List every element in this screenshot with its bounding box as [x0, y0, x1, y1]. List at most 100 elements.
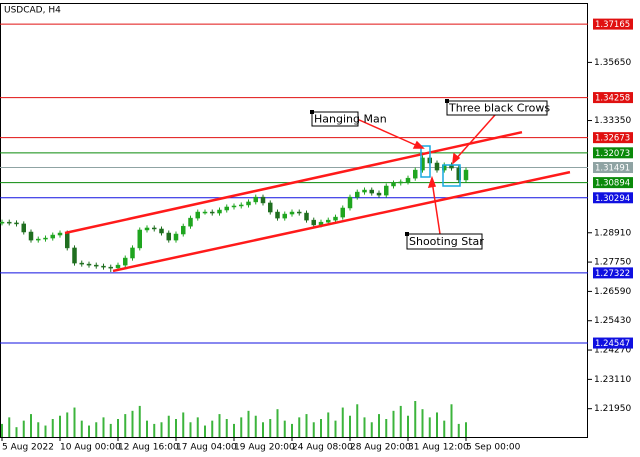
- volume-bar: [218, 414, 221, 437]
- volume-bar: [167, 415, 170, 437]
- candle-body: [115, 264, 121, 269]
- volume-bar: [37, 422, 40, 437]
- volume-bar: [443, 420, 446, 437]
- candle-body: [144, 227, 150, 231]
- x-tick-label: 17 Aug 04:00: [176, 443, 237, 453]
- volume-bar: [269, 419, 272, 437]
- candle-body: [152, 227, 157, 230]
- volume-bar: [247, 410, 250, 437]
- volume-bar: [327, 412, 330, 437]
- candle-body: [268, 202, 273, 213]
- candle-body: [86, 263, 92, 266]
- volume-bar: [175, 419, 177, 437]
- volume-bar: [407, 415, 409, 437]
- candle-body: [28, 231, 34, 241]
- level-label: 1.30294: [595, 194, 630, 204]
- volume-bar: [298, 417, 301, 437]
- candle-body: [253, 196, 258, 203]
- volume-bar: [233, 423, 235, 437]
- volume-bar: [465, 422, 467, 437]
- annotation-anchor: [310, 110, 314, 114]
- candle-body: [7, 221, 12, 224]
- volume-bar: [102, 417, 105, 437]
- volume-bar: [15, 427, 18, 437]
- level-label-box: [593, 147, 633, 159]
- volume-bar: [51, 419, 54, 437]
- volume-bar: [30, 414, 32, 437]
- arrow-head: [412, 140, 425, 149]
- volume-bar: [450, 404, 453, 437]
- volume-bar: [262, 422, 264, 437]
- volume-bar: [153, 423, 156, 437]
- candle-body: [434, 162, 440, 171]
- candle-body: [123, 257, 128, 266]
- volume-bar: [95, 422, 98, 437]
- annotation-text: Three black Crows: [448, 102, 550, 115]
- volume-bar: [22, 420, 25, 437]
- candle-body: [260, 196, 266, 204]
- volume-bar: [334, 420, 337, 437]
- candle-body: [108, 266, 113, 269]
- level-label: 1.32073: [595, 149, 630, 159]
- level-label: 1.24547: [595, 339, 630, 349]
- candles-layer: [0, 155, 469, 272]
- volume-bar: [320, 419, 322, 437]
- volume-bar: [211, 420, 214, 437]
- candle-body: [239, 204, 244, 207]
- candle-body: [173, 233, 179, 241]
- volume-bar: [291, 423, 293, 437]
- candle-body: [101, 265, 106, 268]
- volume-bar: [196, 417, 199, 437]
- chart-title: USDCAD, H4: [4, 6, 61, 16]
- level-label-box: [593, 162, 633, 174]
- candle-body: [311, 219, 316, 226]
- candle-body: [347, 196, 353, 209]
- trendlines-layer: [64, 130, 571, 273]
- candle-body: [405, 177, 411, 183]
- candle-body: [43, 237, 48, 240]
- candle-body: [159, 228, 164, 234]
- candle-body: [72, 247, 77, 264]
- level-label: 1.37165: [595, 20, 630, 30]
- level-label: 1.31491: [595, 164, 630, 174]
- annotations: Hanging Man Three black Crows Shooting S…: [310, 99, 550, 250]
- annotation-box: [446, 100, 548, 116]
- y-tick-label: 1.25430: [594, 316, 631, 326]
- arrow: [431, 180, 441, 235]
- level-label: 1.32673: [595, 134, 630, 144]
- plot-frame: [0, 3, 588, 438]
- x-tick-label: 24 Aug 08:00: [292, 443, 353, 453]
- candle-body: [217, 209, 222, 214]
- level-label-box: [593, 132, 633, 144]
- candle-body: [289, 211, 295, 215]
- level-label-box: [593, 177, 633, 189]
- candle-body: [340, 207, 345, 218]
- candle-body: [384, 185, 389, 196]
- volume-bar: [88, 425, 90, 437]
- volume-bar: [182, 412, 185, 437]
- candle-body: [231, 205, 237, 208]
- trend-line: [64, 130, 523, 235]
- volume-bar: [428, 417, 431, 437]
- volume-bar: [124, 414, 127, 437]
- y-tick-label: 1.24270: [594, 346, 631, 356]
- candle-body: [36, 238, 41, 241]
- x-tick-label: 31 Aug 12:00: [408, 443, 469, 453]
- level-label-box: [593, 18, 633, 30]
- x-tick-label: 5 Aug 2022: [2, 443, 54, 453]
- volume-bar: [349, 415, 351, 437]
- candle-body: [202, 211, 208, 214]
- level-label-box: [593, 337, 633, 349]
- candle-body: [246, 201, 251, 206]
- annotation-anchor: [405, 232, 409, 236]
- candle-body: [376, 192, 382, 196]
- arrow: [356, 118, 421, 148]
- annotation-text: Hanging Man: [314, 113, 387, 126]
- volume-bar: [421, 409, 424, 437]
- candle-body: [14, 222, 19, 225]
- x-tick-label: 19 Aug 20:00: [234, 443, 295, 453]
- candle-body: [137, 229, 142, 249]
- volume-bar: [8, 417, 11, 437]
